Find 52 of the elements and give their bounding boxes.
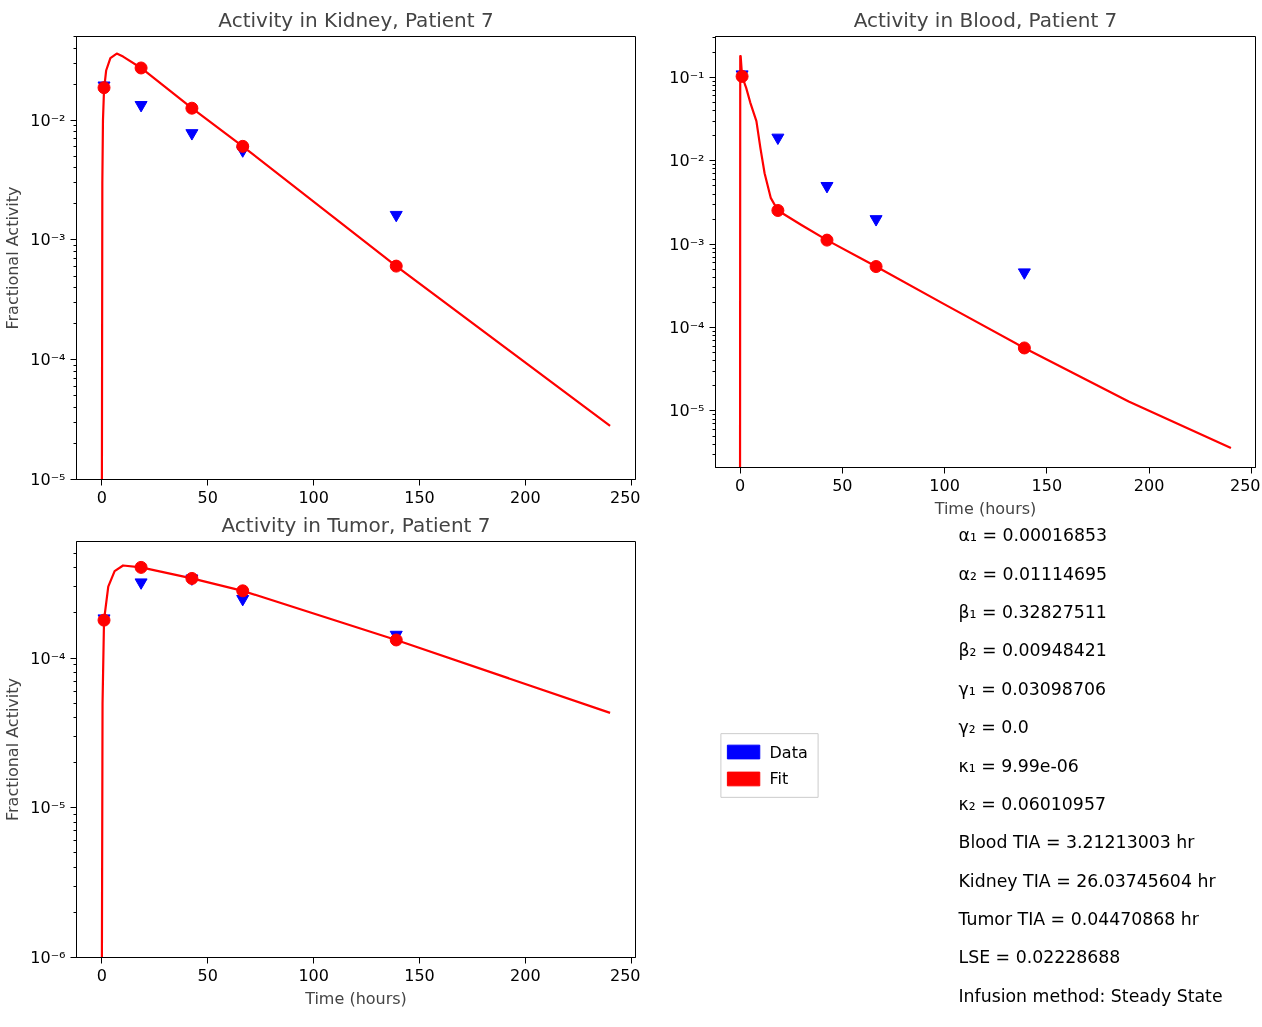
y-tick-label: 10⁻² (30, 110, 66, 130)
y-tick-label: 10⁻³ (669, 234, 705, 254)
x-tick-label: 150 (1031, 475, 1063, 495)
x-tick-label: 250 (1229, 475, 1261, 495)
text: β₂ = 0.00948421 (958, 640, 1107, 661)
text: Kidney TIA = 26.03745604 hr (958, 870, 1217, 891)
text: κ₁ = 9.99e-06 (958, 755, 1079, 776)
legend-label: Data (769, 742, 808, 762)
x-tick-label: 0 (734, 475, 746, 495)
y-tick-label: 10⁻⁵ (30, 798, 66, 818)
y-tick-label: 10⁻⁶ (30, 948, 66, 967)
chart-title: Activity in Blood, Patient 7 (853, 7, 1118, 32)
x-tick-label: 50 (832, 475, 853, 495)
y-tick-label: 10⁻⁵ (669, 401, 705, 421)
x-tick-label: 200 (510, 487, 541, 507)
x-tick-label: 0 (96, 487, 108, 507)
chart-title: Activity in Tumor, Patient 7 (221, 512, 491, 537)
x-tick-label: 50 (197, 487, 218, 507)
x-tick-label: 150 (404, 965, 435, 985)
x-tick-label: 250 (609, 965, 641, 985)
text: α₂ = 0.01114695 (958, 563, 1108, 584)
x-tick-label: 50 (197, 965, 218, 985)
text: Blood TIA = 3.21213003 hr (958, 832, 1196, 853)
x-tick-label: 100 (929, 475, 960, 495)
text: γ₂ = 0.0 (958, 717, 1029, 738)
x-tick-label: 0 (96, 965, 108, 985)
y-tick-label: 10⁻⁴ (669, 318, 705, 338)
text: κ₂ = 0.06010957 (958, 793, 1106, 814)
text: LSE = 0.02228688 (958, 947, 1121, 968)
y-axis-title: Fractional Activity (3, 677, 23, 822)
y-axis-title: Fractional Activity (3, 186, 23, 330)
text: Infusion method: Steady State (958, 985, 1223, 1006)
text: β₁ = 0.32827511 (958, 601, 1107, 622)
legend-label: Fit (769, 769, 789, 789)
x-tick-label: 100 (298, 487, 329, 507)
x-tick-label: 200 (1133, 475, 1165, 495)
y-tick-label: 10⁻⁴ (30, 648, 66, 668)
x-axis-title: Time (hours) (304, 988, 407, 1008)
x-tick-label: 150 (404, 487, 435, 507)
y-tick-label: 10⁻¹ (669, 67, 705, 87)
y-tick-label: 10⁻⁴ (30, 350, 66, 370)
y-tick-label: 10⁻³ (30, 230, 66, 250)
text: γ₁ = 0.03098706 (958, 678, 1106, 699)
x-tick-label: 200 (510, 965, 541, 985)
x-axis-title: Time (hours) (933, 498, 1037, 518)
x-tick-label: 250 (609, 487, 641, 507)
chart-title: Activity in Kidney, Patient 7 (218, 7, 494, 32)
text: Tumor TIA = 0.04470868 hr (957, 909, 1200, 930)
x-tick-label: 100 (298, 965, 329, 985)
y-tick-label: 10⁻⁵ (30, 470, 66, 489)
text: α₁ = 0.00016853 (958, 525, 1108, 546)
y-tick-label: 10⁻² (669, 151, 705, 171)
